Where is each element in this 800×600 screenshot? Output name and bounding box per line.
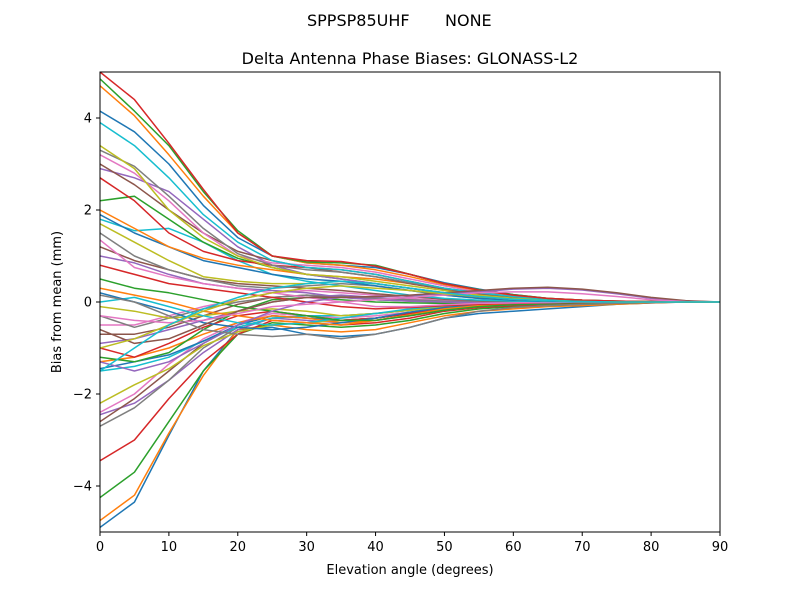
- y-axis-label: Bias from mean (mm): [50, 231, 65, 373]
- x-tick-label: 30: [298, 540, 315, 555]
- x-axis-label: Elevation angle (degrees): [326, 563, 493, 578]
- x-tick-label: 70: [574, 540, 591, 555]
- y-tick-label: −4: [73, 480, 92, 495]
- x-tick-label: 40: [367, 540, 384, 555]
- x-tick-label: 20: [230, 540, 247, 555]
- series-line-s41: [100, 110, 720, 303]
- series-layer: [100, 72, 720, 529]
- suptitle-right: NONE: [445, 11, 492, 30]
- series-line-s43: [100, 78, 720, 303]
- x-tick-label: 50: [436, 540, 453, 555]
- x-tick-label: 80: [643, 540, 660, 555]
- series-line-s28: [100, 232, 720, 303]
- series-line-s44: [100, 72, 720, 303]
- y-tick-label: 4: [84, 112, 92, 127]
- chart-title: Delta Antenna Phase Biases: GLONASS-L2: [242, 49, 579, 68]
- series-line-s47: [100, 291, 720, 324]
- y-tick-label: −2: [73, 388, 92, 403]
- series-line-s30: [100, 218, 720, 303]
- y-axis-ticks: −4 −2 0 2 4: [73, 112, 100, 495]
- series-line-s46: [100, 286, 720, 345]
- x-tick-label: 0: [96, 540, 104, 555]
- series-line-s50: [100, 280, 720, 372]
- x-tick-label: 60: [505, 540, 522, 555]
- x-tick-label: 90: [712, 540, 729, 555]
- x-tick-label: 10: [161, 540, 178, 555]
- series-line-s48: [100, 294, 720, 340]
- y-tick-label: 0: [84, 296, 92, 311]
- suptitle-left: SPPSP85UHF: [307, 11, 410, 30]
- y-tick-label: 2: [84, 204, 92, 219]
- x-axis-ticks: 0 10 20 30 40 50 60 70 80 90: [96, 532, 728, 555]
- series-line-s2: [100, 301, 720, 522]
